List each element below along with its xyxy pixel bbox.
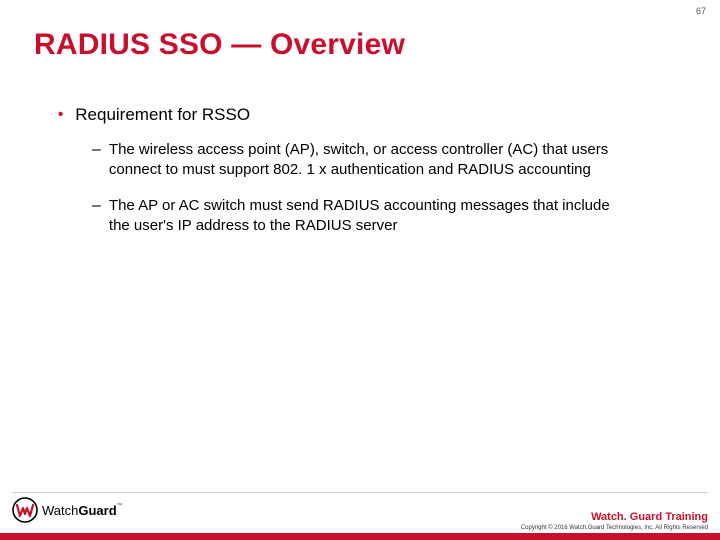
bullet-text: Requirement for RSSO (75, 104, 250, 126)
sub-bullet-text: The wireless access point (AP), switch, … (109, 140, 632, 180)
bullet-level-1: • Requirement for RSSO (58, 104, 680, 126)
page-number: 67 (696, 6, 706, 16)
logo-text: WatchGuard™ (42, 503, 123, 518)
bullet-marker: • (58, 104, 63, 126)
copyright-text: Copyright © 2016 Watch.Guard Technologie… (0, 525, 720, 533)
footer-accent-bar (0, 533, 720, 540)
sub-bullet-group: – The wireless access point (AP), switch… (92, 140, 680, 236)
slide: 67 RADIUS SSO — Overview • Requirement f… (0, 0, 720, 540)
slide-title: RADIUS SSO — Overview (34, 28, 405, 62)
logo-text-light: Watch (42, 503, 78, 518)
watchguard-logo: WatchGuard™ (12, 497, 123, 523)
logo-text-bold: Guard (78, 503, 116, 518)
training-label: Watch. Guard Training (591, 511, 708, 523)
sub-bullet-text: The AP or AC switch must send RADIUS acc… (109, 196, 632, 236)
dash-marker: – (92, 140, 101, 160)
bullet-level-2: – The AP or AC switch must send RADIUS a… (92, 196, 632, 236)
logo-tm: ™ (117, 503, 123, 509)
logo-icon (12, 497, 38, 523)
footer-row: WatchGuard™ Watch. Guard Training (0, 497, 720, 525)
footer-divider (12, 492, 708, 493)
dash-marker: – (92, 196, 101, 216)
slide-footer: WatchGuard™ Watch. Guard Training Copyri… (0, 492, 720, 540)
slide-content: • Requirement for RSSO – The wireless ac… (58, 104, 680, 252)
bullet-level-2: – The wireless access point (AP), switch… (92, 140, 632, 180)
